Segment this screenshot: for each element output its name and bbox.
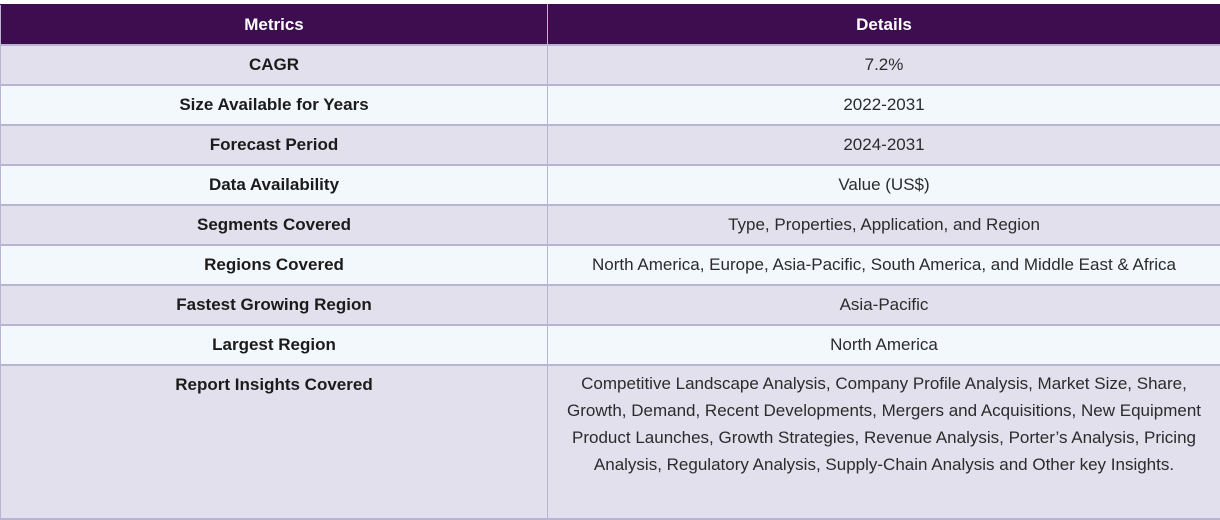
detail-cell: North America (548, 325, 1220, 365)
table-row: Data Availability Value (US$) (1, 165, 1220, 205)
table-row: Forecast Period 2024-2031 (1, 125, 1220, 165)
table-body: CAGR 7.2% Size Available for Years 2022-… (1, 45, 1220, 519)
metric-cell: Report Insights Covered (1, 365, 548, 519)
detail-cell: 7.2% (548, 45, 1220, 85)
metrics-table-container: Metrics Details CAGR 7.2% Size Available… (0, 4, 1220, 520)
table-row: Largest Region North America (1, 325, 1220, 365)
metrics-table: Metrics Details CAGR 7.2% Size Available… (0, 4, 1220, 520)
metric-cell: Largest Region (1, 325, 548, 365)
header-details: Details (548, 5, 1220, 46)
detail-cell: Competitive Landscape Analysis, Company … (548, 365, 1220, 519)
detail-cell: North America, Europe, Asia-Pacific, Sou… (548, 245, 1220, 285)
metric-cell: CAGR (1, 45, 548, 85)
metric-cell: Fastest Growing Region (1, 285, 548, 325)
detail-cell: 2022-2031 (548, 85, 1220, 125)
table-row: Fastest Growing Region Asia-Pacific (1, 285, 1220, 325)
detail-cell: Type, Properties, Application, and Regio… (548, 205, 1220, 245)
table-row: Size Available for Years 2022-2031 (1, 85, 1220, 125)
detail-cell: Value (US$) (548, 165, 1220, 205)
header-row: Metrics Details (1, 5, 1220, 46)
metric-cell: Segments Covered (1, 205, 548, 245)
metric-cell: Size Available for Years (1, 85, 548, 125)
table-row: Segments Covered Type, Properties, Appli… (1, 205, 1220, 245)
header-metrics: Metrics (1, 5, 548, 46)
metric-cell: Regions Covered (1, 245, 548, 285)
table-row: Regions Covered North America, Europe, A… (1, 245, 1220, 285)
detail-cell: 2024-2031 (548, 125, 1220, 165)
metric-cell: Forecast Period (1, 125, 548, 165)
table-row: CAGR 7.2% (1, 45, 1220, 85)
table-row: Report Insights Covered Competitive Land… (1, 365, 1220, 519)
table-header: Metrics Details (1, 5, 1220, 46)
metric-cell: Data Availability (1, 165, 548, 205)
detail-cell: Asia-Pacific (548, 285, 1220, 325)
